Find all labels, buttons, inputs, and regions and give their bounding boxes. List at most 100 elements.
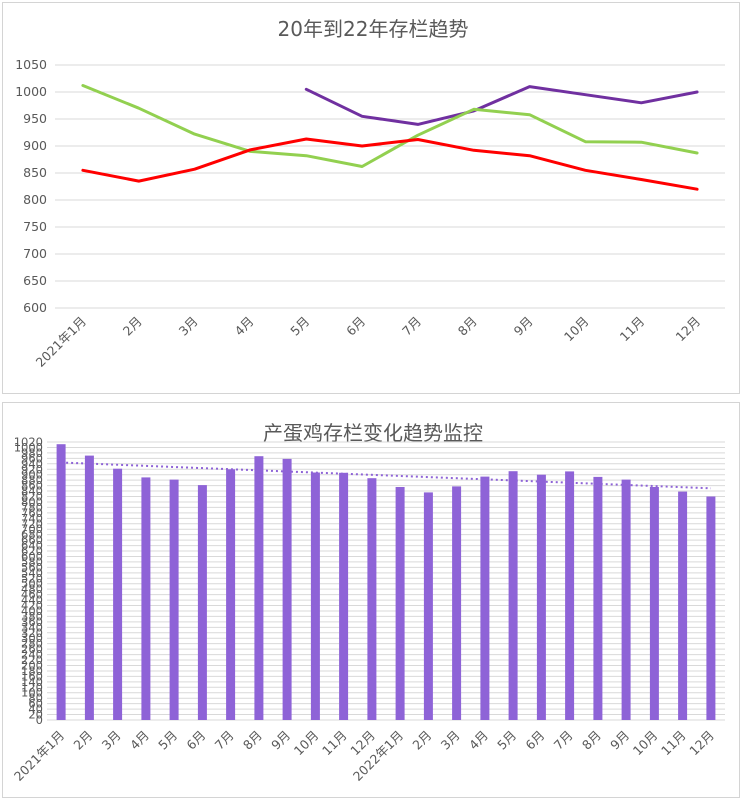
x-tick-label: 11月: [658, 728, 689, 759]
y-tick-label: 660: [21, 533, 43, 547]
bar: [56, 444, 66, 720]
x-tick-label: 3月: [438, 728, 463, 753]
chart-title: 20年到22年存栏趋势: [278, 17, 469, 41]
x-tick-label: 6月: [183, 728, 208, 753]
bar: [480, 476, 490, 720]
y-tick-label: 340: [21, 620, 43, 634]
y-tick-label: 420: [21, 599, 43, 613]
x-tick-label: 5月: [287, 314, 312, 339]
y-tick-label: 650: [23, 273, 47, 288]
bar: [310, 472, 320, 720]
y-tick-label: 540: [21, 566, 43, 580]
x-tick-label: 4月: [466, 728, 491, 753]
bar-chart: 产蛋鸡存栏变化趋势监控 1020100098096094092090088086…: [11, 421, 725, 784]
y-tick-label: 500: [21, 577, 43, 591]
y-tick-label: 900: [23, 138, 47, 153]
y-tick-label: 680: [21, 528, 43, 542]
bar: [678, 491, 688, 720]
y-tick-label: 640: [21, 539, 43, 553]
x-tick-label: 7月: [551, 728, 576, 753]
y-tick-label: 380: [21, 609, 43, 623]
y-tick-label: 940: [21, 457, 43, 471]
y-tick-label: 750: [23, 219, 47, 234]
x-tick-label: 3月: [176, 314, 201, 339]
x-tick-label: 9月: [268, 728, 293, 753]
bar: [226, 469, 236, 720]
trend-line: [61, 461, 711, 490]
bar: [282, 458, 292, 720]
x-tick-label: 10月: [291, 728, 322, 759]
x-tick-label: 6月: [522, 728, 547, 753]
x-tick-label: 9月: [511, 314, 536, 339]
bar: [84, 455, 94, 720]
y-tick-label: 520: [21, 571, 43, 585]
y-tick-label: 1000: [15, 84, 47, 99]
x-tick-label: 7月: [212, 728, 237, 753]
x-tick-label: 7月: [399, 314, 424, 339]
y-tick-label: 140: [21, 675, 43, 689]
y-tick-label: 200: [21, 658, 43, 672]
y-tick-label: 720: [21, 517, 43, 531]
line-chart-panel: 20年到22年存栏趋势 1050 1000 950 900 850 800 750 700 65…: [2, 2, 740, 394]
y-tick-label: 950: [23, 111, 47, 126]
y-tick-label: 700: [21, 522, 43, 536]
y-tick-label: 820: [21, 490, 43, 504]
bar: [452, 486, 462, 720]
y-tick-label: 240: [21, 648, 43, 662]
y-tick-label: 960: [21, 451, 43, 465]
bar: [593, 476, 603, 720]
x-tick-label: 5月: [494, 728, 519, 753]
y-tick-label: 440: [21, 593, 43, 607]
series-line-1: [304, 85, 699, 126]
bar: [367, 478, 377, 720]
bar: [169, 479, 179, 720]
y-tick-label: 20: [28, 708, 43, 722]
bar: [621, 479, 631, 720]
x-tick-label: 11月: [617, 314, 648, 345]
y-tick-label: 840: [21, 484, 43, 498]
x-tick-label: 8月: [240, 728, 265, 753]
line-chart: 20年到22年存栏趋势 1050 1000 950 900 850 800 750 700 65…: [15, 17, 725, 370]
x-tick-label: 11月: [319, 728, 350, 759]
y-tick-label: 760: [21, 506, 43, 520]
y-tick-label: 40: [28, 702, 43, 716]
y-tick-label: 0: [36, 713, 43, 727]
y-tick-label: 800: [23, 192, 47, 207]
y-tick-label: 320: [21, 626, 43, 640]
y-tick-label: 280: [21, 637, 43, 651]
y-tick-label: 800: [21, 495, 43, 509]
y-tick-label: 220: [21, 653, 43, 667]
y-tick-label: 980: [21, 446, 43, 460]
series-line-3: [81, 137, 699, 191]
x-tick-label: 10月: [561, 314, 592, 345]
y-tick-label: 860: [21, 479, 43, 493]
y-tick-label: 80: [28, 691, 43, 705]
y-tick-label: 560: [21, 560, 43, 574]
y-tick-label: 620: [21, 544, 43, 558]
y-tick-label: 300: [21, 631, 43, 645]
x-tick-label: 4月: [127, 728, 152, 753]
x-tick-label: 2月: [409, 728, 434, 753]
bar: [197, 485, 207, 720]
y-tick-label: 160: [21, 669, 43, 683]
series-line-2: [81, 84, 699, 168]
bar-chart-panel: 产蛋鸡存栏变化趋势监控 1020 1000 980 960 940 920 900 880 86…: [2, 402, 740, 798]
x-tick-label: 4月: [231, 314, 256, 339]
bar: [565, 471, 575, 720]
y-tick-label: 460: [21, 588, 43, 602]
x-tick-label: 10月: [630, 728, 661, 759]
y-tick-label: 700: [23, 246, 47, 261]
bar: [141, 477, 151, 720]
x-tick-label: 12月: [686, 728, 717, 759]
y-tick-label: 900: [21, 468, 43, 482]
y-tick-label: 60: [28, 697, 43, 711]
bar: [339, 472, 349, 720]
chart-title: 产蛋鸡存栏变化趋势监控: [263, 421, 483, 445]
y-tick-label: 580: [21, 555, 43, 569]
y-tick-label: 100: [21, 686, 43, 700]
bar: [395, 487, 405, 720]
bar: [706, 496, 716, 720]
x-tick-label: 2月: [70, 728, 95, 753]
y-tick-label: 260: [21, 642, 43, 656]
y-tick-label: 480: [21, 582, 43, 596]
